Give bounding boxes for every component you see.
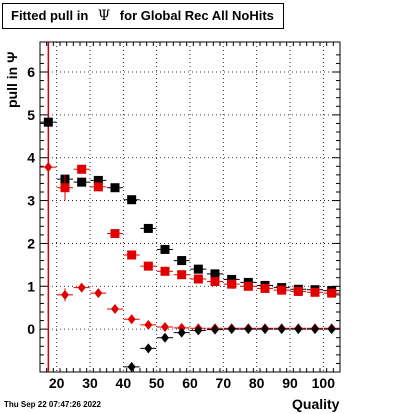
data-point-diamond <box>227 324 236 335</box>
data-point-diamond <box>294 324 303 335</box>
x-tick-label: 30 <box>82 375 98 391</box>
title-suffix: for Global Rec All NoHits <box>119 8 274 23</box>
data-point-square <box>143 223 153 233</box>
data-point-diamond <box>127 361 136 372</box>
y-tick-label: 2 <box>27 235 35 251</box>
data-point-square <box>160 266 170 276</box>
data-point-diamond <box>211 324 219 335</box>
data-point-square <box>93 175 103 185</box>
data-point-diamond <box>77 282 86 293</box>
data-point-square <box>227 279 237 289</box>
data-point-square <box>193 274 203 284</box>
data-point-diamond <box>144 343 153 354</box>
x-tick-label: 90 <box>282 375 298 391</box>
y-tick-label: 5 <box>27 107 35 123</box>
data-point-square <box>160 244 170 254</box>
y-tick-label: 0 <box>27 321 35 337</box>
y-tick-label: 4 <box>27 150 35 166</box>
data-point-square <box>260 283 270 293</box>
x-axis-title: Quality <box>292 396 340 412</box>
data-point-diamond <box>111 304 119 314</box>
data-point-diamond <box>61 289 69 300</box>
data-point-square <box>243 281 253 291</box>
x-tick-label: 100 <box>312 375 336 391</box>
data-point-square <box>127 195 137 205</box>
x-tick-label: 20 <box>49 375 65 391</box>
x-tick-label: 80 <box>249 375 265 391</box>
data-point-square <box>327 288 337 298</box>
data-point-diamond <box>94 288 103 299</box>
data-point-diamond <box>261 324 269 335</box>
data-point-diamond <box>144 319 153 330</box>
title-prefix: Fitted pull in <box>11 8 89 23</box>
data-point-square <box>227 274 237 284</box>
x-tick-label: 40 <box>116 375 132 391</box>
data-point-diamond <box>277 324 286 335</box>
timestamp-footer: Thu Sep 22 07:47:26 2022 <box>4 400 101 409</box>
data-point-square <box>277 285 287 295</box>
y-tick-label: 3 <box>27 193 35 209</box>
data-point-square <box>177 256 187 266</box>
data-point-diamond <box>161 332 169 343</box>
data-point-diamond <box>194 325 203 336</box>
data-point-diamond <box>161 322 169 332</box>
data-point-square <box>293 286 303 296</box>
data-point-square <box>93 182 103 192</box>
data-point-square <box>177 270 187 280</box>
data-point-square <box>127 250 137 260</box>
y-tick-label: 1 <box>27 278 35 294</box>
data-point-square <box>210 269 220 279</box>
data-point-diamond <box>244 324 253 335</box>
data-point-square <box>143 261 153 271</box>
data-point-diamond <box>327 324 336 335</box>
data-point-square <box>77 177 87 187</box>
data-point-square <box>77 164 87 174</box>
data-point-square <box>310 287 320 297</box>
data-point-diamond <box>177 327 186 338</box>
x-tick-label: 60 <box>182 375 198 391</box>
x-tick-label: 70 <box>216 375 232 391</box>
data-point-diamond <box>44 162 53 173</box>
y-tick-label: 6 <box>27 64 35 80</box>
chart-title: Fitted pull in Ψ for Global Rec All NoHi… <box>2 3 284 29</box>
data-point-square <box>43 117 53 127</box>
title-psi-symbol: Ψ <box>97 8 111 24</box>
data-point-square <box>110 183 120 193</box>
data-point-square <box>210 277 220 287</box>
data-point-square <box>110 229 120 239</box>
data-point-diamond <box>127 314 136 325</box>
data-point-square <box>193 264 203 274</box>
data-point-diamond <box>311 324 319 335</box>
data-point-square <box>60 183 70 193</box>
x-tick-label: 50 <box>149 375 165 391</box>
